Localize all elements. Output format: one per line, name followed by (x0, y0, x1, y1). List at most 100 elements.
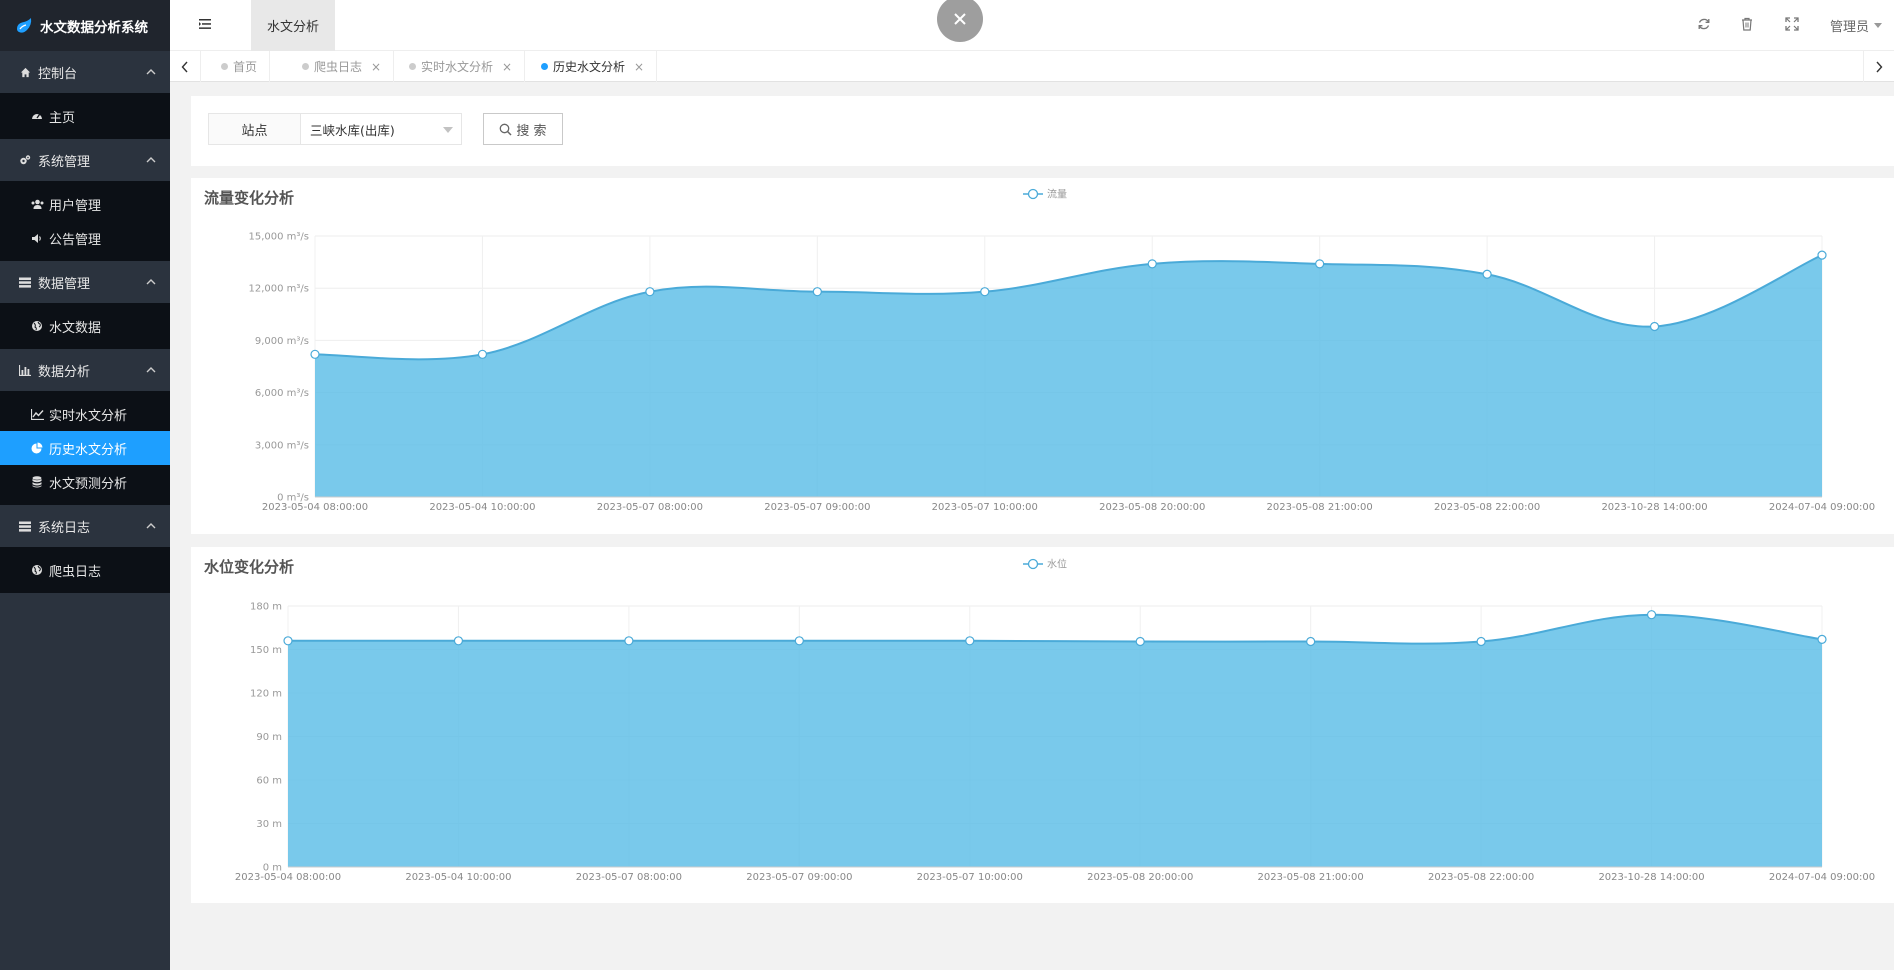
y-tick-label: 6,000 m³/s (255, 388, 309, 399)
y-tick-label: 90 m (256, 732, 282, 743)
data-point (624, 636, 634, 646)
x-tick-label: 2023-05-08 20:00:00 (1099, 502, 1205, 513)
sidebar-item-realtime-analysis[interactable]: 实时水文分析 (0, 397, 170, 431)
sidebar-item-notices[interactable]: 公告管理 (0, 221, 170, 255)
y-tick-label: 120 m (250, 689, 282, 700)
app-logo[interactable]: 水文数据分析系统 (0, 0, 170, 51)
sidebar-item-crawler-log[interactable]: 爬虫日志 (0, 553, 170, 587)
users-icon (30, 199, 44, 210)
legend-marker (1027, 558, 1039, 570)
cogs-icon (18, 154, 32, 166)
search-button-label: 搜 索 (516, 123, 547, 139)
tab-label: 爬虫日志 (314, 60, 363, 74)
fullscreen-icon[interactable] (1785, 17, 1799, 35)
data-point (1147, 259, 1157, 269)
sidebar-item-label: 水文预测分析 (49, 476, 128, 492)
flow-chart-title: 流量变化分析 (204, 189, 295, 207)
x-tick-label: 2023-05-04 08:00:00 (262, 502, 368, 513)
x-tick-label: 2023-05-08 22:00:00 (1434, 502, 1540, 513)
tab-close-icon[interactable]: × (634, 59, 645, 74)
data-point (1817, 250, 1827, 260)
tab-realtime-analysis[interactable]: 实时水文分析 × (389, 51, 526, 82)
tab-status-dot (409, 63, 416, 70)
x-tick-label: 2024-07-04 09:00:00 (1769, 502, 1875, 513)
water-drop-icon (17, 17, 32, 33)
x-tick-label: 2023-05-04 08:00:00 (235, 872, 341, 883)
search-button[interactable]: 搜 索 (483, 113, 563, 145)
caret-down-icon (443, 127, 453, 133)
x-tick-label: 2023-05-08 21:00:00 (1267, 502, 1373, 513)
data-point (1817, 634, 1827, 644)
sidebar-item-users[interactable]: 用户管理 (0, 187, 170, 221)
trash-icon[interactable] (1741, 17, 1753, 35)
sidebar-item-label: 爬虫日志 (49, 564, 102, 580)
sidebar-group-console[interactable]: 控制台 (0, 51, 170, 93)
sidebar-item-history-analysis[interactable]: 历史水文分析 (0, 431, 170, 465)
list-icon (18, 277, 32, 288)
tabs-scroll-right[interactable] (1863, 51, 1894, 82)
close-icon[interactable] (937, 0, 983, 42)
dashboard-icon (30, 110, 44, 122)
sidebar-group-analysis[interactable]: 数据分析 (0, 349, 170, 391)
menu-toggle-icon[interactable] (198, 17, 212, 35)
data-point (1476, 636, 1486, 647)
data-point (310, 349, 320, 359)
y-tick-label: 30 m (256, 819, 282, 830)
legend-marker (1027, 188, 1039, 200)
sidebar: 水文数据分析系统 控制台 主页 系统管理 用户管理 公告管理 (0, 0, 170, 970)
data-point (645, 287, 655, 297)
sidebar-item-label: 历史水文分析 (49, 442, 128, 458)
legend-label: 水位 (1047, 558, 1067, 571)
x-tick-label: 2023-05-08 21:00:00 (1258, 872, 1364, 883)
data-point (794, 636, 804, 646)
sidebar-item-forecast-analysis[interactable]: 水文预测分析 (0, 465, 170, 499)
data-point (980, 287, 990, 297)
sidebar-group-system[interactable]: 系统管理 (0, 139, 170, 181)
globe-icon (30, 564, 44, 576)
data-point (1306, 636, 1316, 647)
sidebar-group-logs[interactable]: 系统日志 (0, 505, 170, 547)
tab-close-icon[interactable]: × (371, 59, 382, 74)
water-level-chart-panel: 水位变化分析 0 m 30 m 60 m 90 m 120 m 150 m 180 m 202… (191, 547, 1894, 903)
list-icon (18, 521, 32, 532)
station-select[interactable]: 三峡水库(出库) (301, 113, 462, 145)
data-point (453, 636, 464, 646)
sidebar-item-home[interactable]: 主页 (0, 99, 170, 133)
x-tick-label: 2023-05-07 10:00:00 (917, 872, 1023, 883)
x-tick-label: 2023-05-07 08:00:00 (597, 502, 703, 513)
tab-crawler-log[interactable]: 爬虫日志 × (282, 51, 395, 82)
sidebar-item-label: 用户管理 (49, 198, 102, 214)
refresh-icon[interactable] (1697, 17, 1711, 35)
bar-chart-icon (18, 364, 32, 376)
sidebar-group-data[interactable]: 数据管理 (0, 261, 170, 303)
sidebar-group-label: 系统管理 (38, 154, 91, 170)
tabs-scroll-left[interactable] (170, 51, 201, 82)
tab-close-icon[interactable]: × (502, 59, 513, 74)
x-tick-label: 2023-05-07 10:00:00 (932, 502, 1038, 513)
top-header: 水文分析 管理员 (170, 0, 1894, 51)
sidebar-submenu-console: 主页 (0, 93, 170, 139)
flow-chart: 0 m³/s 3,000 m³/s 6,000 m³/s 9,000 m³/s 12,0… (249, 188, 1876, 514)
sidebar-submenu-data: 水文数据 (0, 303, 170, 349)
x-tick-label: 2023-05-08 20:00:00 (1087, 872, 1193, 883)
series-area (315, 255, 1822, 497)
tab-home[interactable]: 首页 (201, 51, 271, 82)
top-tab-hydro-analysis[interactable]: 水文分析 (251, 0, 335, 51)
sidebar-item-hydro-data[interactable]: 水文数据 (0, 309, 170, 343)
x-tick-label: 2023-05-07 09:00:00 (746, 872, 852, 883)
data-point (965, 636, 975, 646)
tab-history-analysis[interactable]: 历史水文分析 × (521, 51, 658, 82)
user-menu[interactable]: 管理员 (1830, 16, 1883, 35)
series-line (314, 254, 1823, 361)
data-point (1649, 321, 1660, 332)
y-tick-label: 9,000 m³/s (255, 336, 309, 347)
user-name: 管理员 (1830, 20, 1870, 35)
chevron-up-icon (146, 65, 156, 80)
chevron-right-icon (1876, 61, 1883, 72)
tab-status-dot (302, 63, 309, 70)
chevron-up-icon (146, 275, 156, 290)
x-tick-label: 2024-07-04 09:00:00 (1769, 872, 1875, 883)
x-tick-label: 2023-05-04 10:00:00 (405, 872, 511, 883)
sidebar-item-label: 公告管理 (49, 232, 102, 248)
home-icon (18, 67, 32, 78)
